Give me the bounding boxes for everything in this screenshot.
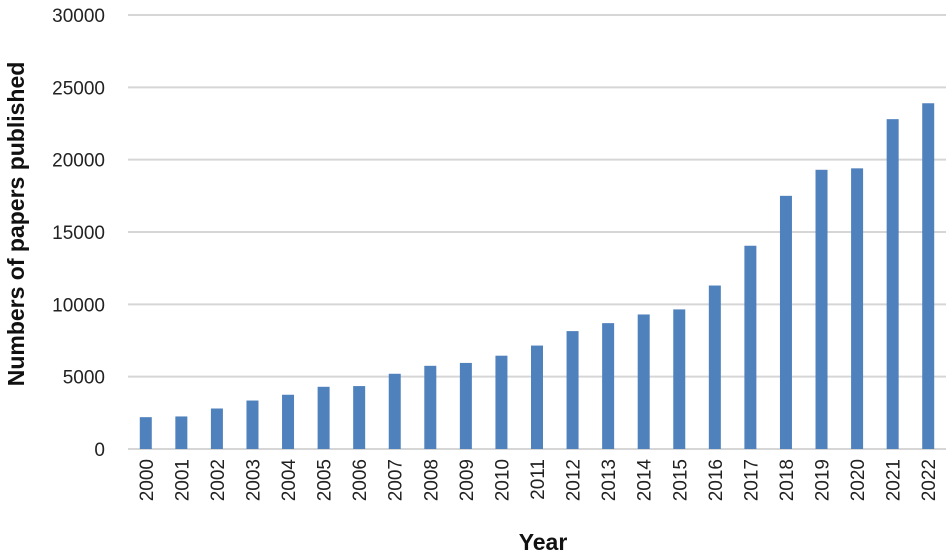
bar-2019 <box>815 169 828 449</box>
x-tick-label: 2003 <box>243 459 264 501</box>
bar-2000 <box>139 417 152 449</box>
x-tick-label: 2001 <box>172 459 193 501</box>
bar-2015 <box>673 309 686 449</box>
x-tick-label: 2018 <box>777 459 798 501</box>
x-axis-ticks: 2000 2001 2002 2003 2004 2005 2006 2007 2008 2009… <box>137 459 940 502</box>
gridlines <box>128 14 946 450</box>
bar-2010 <box>495 355 508 449</box>
x-tick-label: 2002 <box>208 459 229 501</box>
x-tick-label: 2013 <box>599 459 620 501</box>
y-axis-ticks: 0 5000 10000 15000 20000 25000 30000 <box>52 6 105 461</box>
bar-2002 <box>210 408 223 449</box>
x-tick-label: 2011 <box>528 459 549 500</box>
x-tick-label: 2005 <box>315 459 336 501</box>
bar-2022 <box>922 103 935 449</box>
x-tick-label: 2010 <box>492 459 513 501</box>
x-tick-label: 2022 <box>919 459 940 501</box>
bar-2007 <box>388 373 401 449</box>
x-axis-title: Year <box>519 529 568 555</box>
bar-2008 <box>424 365 437 449</box>
x-tick-label: 2006 <box>350 459 371 501</box>
x-tick-label: 2014 <box>635 459 656 502</box>
bar-2016 <box>708 285 721 449</box>
bar-2001 <box>175 416 188 449</box>
y-tick-label: 0 <box>94 440 105 461</box>
bar-2004 <box>282 394 295 449</box>
x-tick-label: 2000 <box>137 459 158 501</box>
x-tick-label: 2019 <box>813 459 834 501</box>
x-tick-label: 2016 <box>706 459 727 501</box>
x-tick-label: 2008 <box>421 459 442 501</box>
bar-2006 <box>353 386 366 449</box>
bar-2009 <box>459 362 472 449</box>
bar-2005 <box>317 386 330 449</box>
x-tick-label: 2021 <box>884 459 905 501</box>
bar-2013 <box>602 323 615 449</box>
bar-2011 <box>531 345 543 449</box>
x-tick-label: 2020 <box>848 459 869 501</box>
y-tick-label: 30000 <box>52 6 105 27</box>
y-tick-label: 20000 <box>52 151 105 172</box>
bar-2003 <box>246 400 259 449</box>
x-tick-label: 2004 <box>279 459 300 502</box>
x-tick-label: 2009 <box>457 459 478 501</box>
bar-2020 <box>851 168 864 449</box>
bars <box>139 103 935 449</box>
bar-2017 <box>744 245 757 449</box>
y-tick-label: 5000 <box>63 368 105 389</box>
bar-2021 <box>886 119 899 449</box>
x-tick-label: 2007 <box>386 459 407 501</box>
x-tick-label: 2015 <box>670 459 691 501</box>
bar-2014 <box>637 314 650 449</box>
y-tick-label: 25000 <box>52 78 105 99</box>
bar-2018 <box>779 195 792 449</box>
y-axis-title: Numbers of papers published <box>3 62 29 387</box>
bar-2012 <box>566 331 579 449</box>
y-tick-label: 10000 <box>52 295 105 316</box>
x-tick-label: 2017 <box>741 459 762 501</box>
x-tick-label: 2012 <box>564 459 585 501</box>
y-tick-label: 15000 <box>52 223 105 244</box>
